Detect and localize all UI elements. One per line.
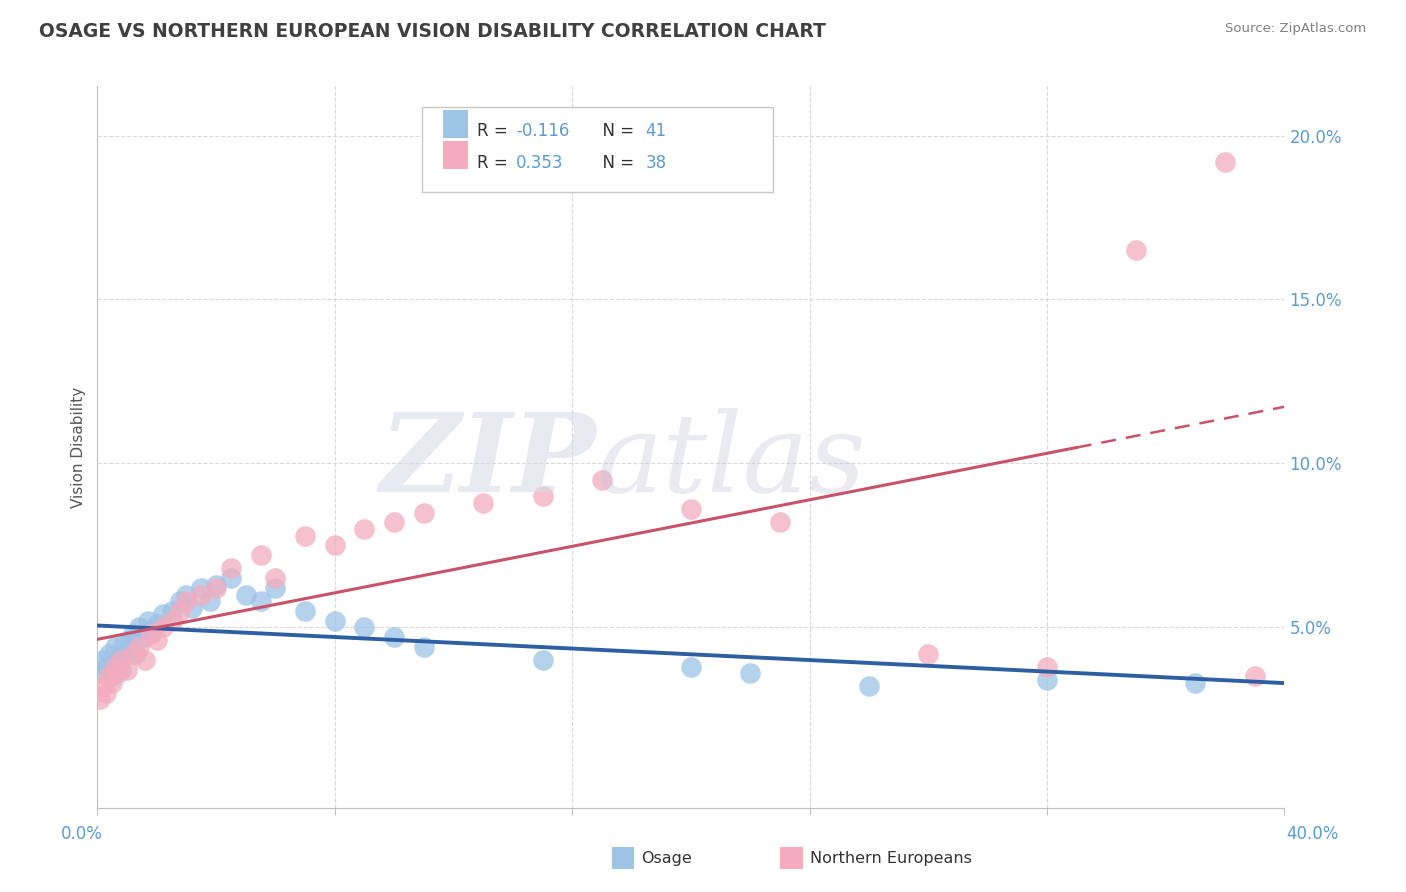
Point xyxy=(740,666,762,681)
Point xyxy=(98,647,121,661)
Point xyxy=(134,653,156,667)
Point xyxy=(264,581,287,595)
Point xyxy=(412,506,434,520)
Text: OSAGE VS NORTHERN EUROPEAN VISION DISABILITY CORRELATION CHART: OSAGE VS NORTHERN EUROPEAN VISION DISABI… xyxy=(39,22,827,41)
Text: 41: 41 xyxy=(645,122,666,140)
Point xyxy=(169,604,191,618)
Point xyxy=(205,577,228,591)
Point xyxy=(98,669,121,683)
Text: N =: N = xyxy=(592,154,640,172)
Point xyxy=(679,502,702,516)
Point xyxy=(96,686,118,700)
Point xyxy=(139,624,162,638)
Point xyxy=(1184,676,1206,690)
Point xyxy=(89,692,111,706)
Point xyxy=(145,633,167,648)
Point xyxy=(122,647,145,661)
Point xyxy=(115,643,138,657)
Point xyxy=(128,620,150,634)
Point xyxy=(152,620,174,634)
Text: Northern Europeans: Northern Europeans xyxy=(810,851,972,865)
Point xyxy=(190,587,212,601)
Point xyxy=(769,516,792,530)
Point xyxy=(160,614,183,628)
Point xyxy=(591,473,613,487)
Point xyxy=(107,666,129,681)
Point xyxy=(190,581,212,595)
Point xyxy=(115,663,138,677)
Point xyxy=(219,571,242,585)
Point xyxy=(531,489,554,503)
Point xyxy=(264,571,287,585)
Y-axis label: Vision Disability: Vision Disability xyxy=(72,386,86,508)
Text: -0.116: -0.116 xyxy=(516,122,569,140)
Point xyxy=(323,538,346,552)
Point xyxy=(104,659,127,673)
Point xyxy=(101,676,124,690)
Text: 0.0%: 0.0% xyxy=(60,825,103,843)
Point xyxy=(219,561,242,575)
Point xyxy=(128,640,150,654)
Point xyxy=(382,630,405,644)
Text: 40.0%: 40.0% xyxy=(1286,825,1339,843)
Text: R =: R = xyxy=(477,122,513,140)
Text: atlas: atlas xyxy=(596,408,866,516)
Point xyxy=(181,600,204,615)
Point xyxy=(176,587,198,601)
Point xyxy=(472,496,495,510)
Point xyxy=(104,640,127,654)
Point xyxy=(235,587,257,601)
Point xyxy=(1243,669,1265,683)
Point xyxy=(294,604,316,618)
Point xyxy=(110,663,132,677)
Point xyxy=(112,637,135,651)
Point xyxy=(917,647,939,661)
Text: N =: N = xyxy=(592,122,640,140)
Text: ZIP: ZIP xyxy=(380,408,596,516)
Point xyxy=(134,630,156,644)
Point xyxy=(91,653,114,667)
Point xyxy=(198,594,221,608)
Point xyxy=(679,659,702,673)
Point xyxy=(152,607,174,622)
Point xyxy=(412,640,434,654)
Point xyxy=(139,627,162,641)
Point xyxy=(353,620,375,634)
Point xyxy=(125,647,148,661)
Point xyxy=(323,614,346,628)
Point xyxy=(1125,244,1147,258)
Point xyxy=(110,653,132,667)
Point xyxy=(294,528,316,542)
Text: 38: 38 xyxy=(645,154,666,172)
Text: 0.353: 0.353 xyxy=(516,154,564,172)
Point xyxy=(169,594,191,608)
Point xyxy=(118,633,141,648)
Point xyxy=(91,679,114,693)
Point xyxy=(107,649,129,664)
Point xyxy=(160,604,183,618)
Point xyxy=(101,669,124,683)
Text: R =: R = xyxy=(477,154,513,172)
Point xyxy=(205,581,228,595)
Text: Osage: Osage xyxy=(641,851,692,865)
Point xyxy=(145,617,167,632)
Point xyxy=(531,653,554,667)
Point xyxy=(1036,673,1059,687)
Point xyxy=(353,522,375,536)
Point xyxy=(176,594,198,608)
Point xyxy=(122,627,145,641)
Point xyxy=(96,659,118,673)
Text: Source: ZipAtlas.com: Source: ZipAtlas.com xyxy=(1226,22,1367,36)
Point xyxy=(136,614,159,628)
Point xyxy=(382,516,405,530)
Point xyxy=(1036,659,1059,673)
Point xyxy=(249,594,271,608)
Point xyxy=(858,679,880,693)
Point xyxy=(1213,154,1236,169)
Point xyxy=(249,548,271,562)
Point xyxy=(89,666,111,681)
